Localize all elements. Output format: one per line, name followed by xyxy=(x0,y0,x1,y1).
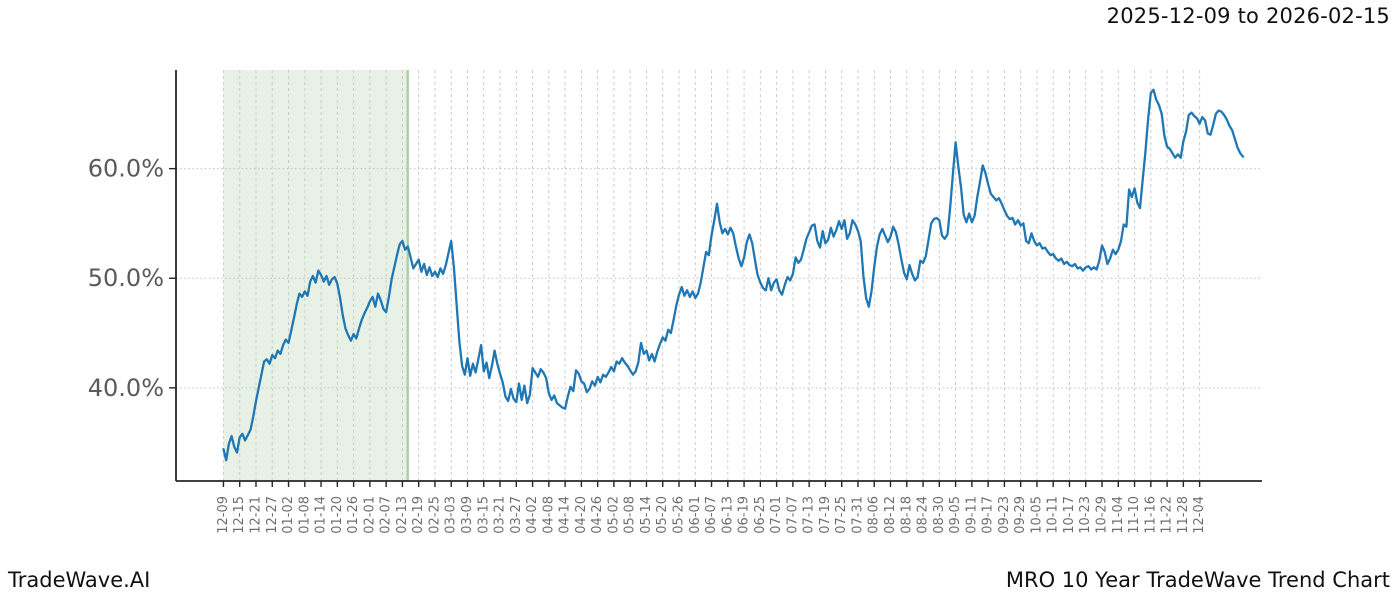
y-tick-label: 50.0% xyxy=(88,264,164,292)
x-tick-label: 05-20 xyxy=(655,496,670,534)
x-tick-label: 07-01 xyxy=(769,496,784,534)
chart-title: 2025-12-09 to 2026-02-15 xyxy=(1106,4,1390,28)
x-tick-label: 02-01 xyxy=(362,496,377,534)
chart-name-label: MRO 10 Year TradeWave Trend Chart xyxy=(1005,568,1390,592)
x-tick-label: 07-07 xyxy=(785,496,800,534)
x-tick-label: 10-17 xyxy=(1062,496,1077,534)
x-tick-label: 11-28 xyxy=(1176,496,1191,534)
x-tick-label: 12-27 xyxy=(265,496,280,534)
x-tick-label: 07-31 xyxy=(850,496,865,534)
x-tick-label: 10-11 xyxy=(1046,496,1061,534)
x-tick-label: 05-02 xyxy=(606,496,621,534)
x-tick-label: 11-16 xyxy=(1143,496,1158,534)
x-tick-label: 01-14 xyxy=(314,496,329,534)
x-tick-label: 05-14 xyxy=(639,496,654,534)
x-tick-label: 07-13 xyxy=(802,496,817,534)
x-tick-label: 10-05 xyxy=(1029,496,1044,534)
x-tick-label: 10-23 xyxy=(1078,496,1093,534)
highlight-region xyxy=(223,70,408,481)
x-tick-label: 09-05 xyxy=(948,496,963,534)
x-tick-label: 12-04 xyxy=(1192,496,1207,534)
x-tick-label: 03-21 xyxy=(493,496,508,534)
x-tick-label: 08-18 xyxy=(899,496,914,534)
trend-line xyxy=(222,88,1245,462)
x-tick-label: 08-12 xyxy=(883,496,898,534)
x-tick-label: 04-26 xyxy=(590,496,605,534)
x-tick-label: 01-02 xyxy=(281,496,296,534)
x-tick-label: 03-27 xyxy=(509,496,524,534)
y-tick-label: 40.0% xyxy=(88,374,164,402)
x-tick-label: 05-08 xyxy=(623,496,638,534)
x-tick-label: 09-17 xyxy=(981,496,996,534)
x-tick-label: 11-04 xyxy=(1111,496,1126,534)
x-tick-label: 04-14 xyxy=(558,496,573,534)
x-tick-label: 02-13 xyxy=(395,496,410,534)
x-tick-label: 05-26 xyxy=(672,496,687,534)
x-tick-label: 09-23 xyxy=(997,496,1012,534)
x-tick-label: 04-02 xyxy=(525,496,540,534)
x-tick-label: 03-09 xyxy=(460,496,475,534)
x-tick-label: 01-26 xyxy=(346,496,361,534)
x-tick-label: 06-25 xyxy=(753,496,768,534)
x-tick-label: 07-19 xyxy=(818,496,833,534)
x-tick-label: 04-08 xyxy=(541,496,556,534)
y-tick-label: 60.0% xyxy=(88,155,164,183)
x-tick-label: 09-11 xyxy=(964,496,979,534)
brand-label: TradeWave.AI xyxy=(8,568,151,592)
x-tick-label: 02-25 xyxy=(427,496,442,534)
x-tick-label: 06-13 xyxy=(720,496,735,534)
x-tick-label: 08-30 xyxy=(932,496,947,534)
x-tick-label: 12-21 xyxy=(248,496,263,534)
x-tick-label: 11-10 xyxy=(1127,496,1142,534)
x-tick-label: 02-07 xyxy=(379,496,394,534)
x-tick-label: 08-06 xyxy=(867,496,882,534)
x-tick-label: 03-03 xyxy=(444,496,459,534)
x-tick-label: 06-07 xyxy=(704,496,719,534)
x-tick-label: 01-08 xyxy=(297,496,312,534)
x-tick-label: 12-09 xyxy=(216,496,231,534)
x-tick-label: 01-20 xyxy=(330,496,345,534)
x-tick-label: 06-01 xyxy=(688,496,703,534)
x-tick-label: 06-19 xyxy=(737,496,752,534)
x-tick-label: 07-25 xyxy=(834,496,849,534)
x-tick-label: 08-24 xyxy=(916,496,931,534)
x-tick-label: 12-15 xyxy=(232,496,247,534)
x-tick-label: 02-19 xyxy=(411,496,426,534)
x-tick-label: 10-29 xyxy=(1095,496,1110,534)
x-tick-label: 11-22 xyxy=(1160,496,1175,534)
x-tick-label: 03-15 xyxy=(476,496,491,534)
x-tick-label: 09-29 xyxy=(1013,496,1028,534)
x-tick-label: 04-20 xyxy=(574,496,589,534)
